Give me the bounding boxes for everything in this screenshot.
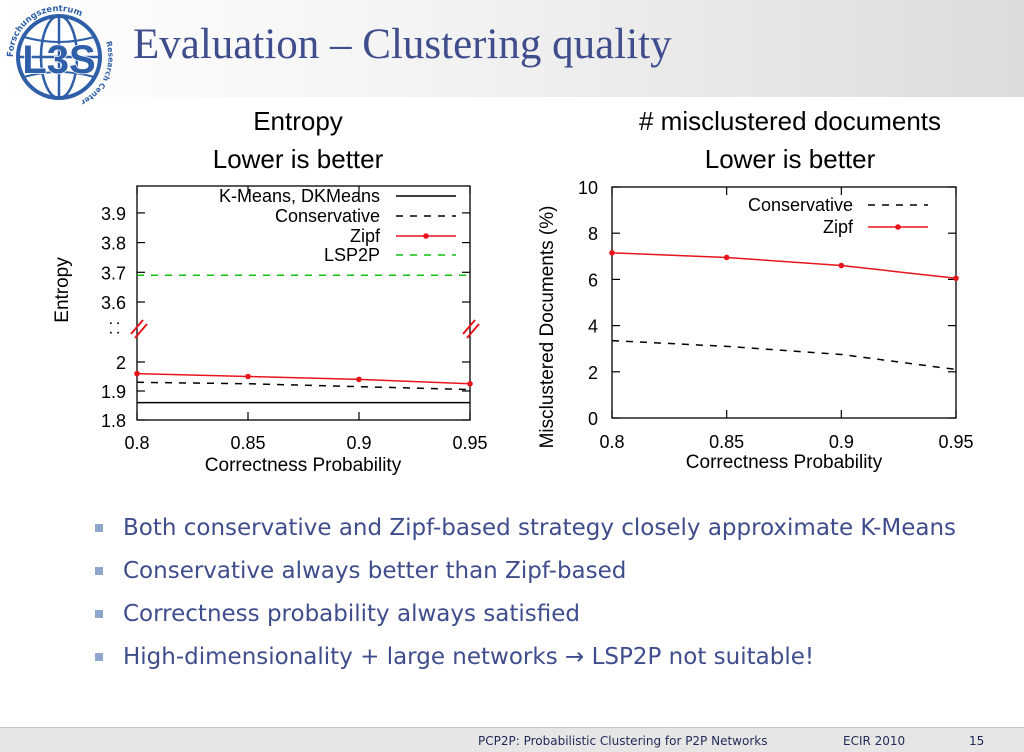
- misclustered-plot-frame: [611, 186, 957, 419]
- entropy-y-tick-label: 3.7: [101, 263, 126, 283]
- misclustered-x-tick-label: 0.95: [938, 432, 973, 452]
- bullet-text: Conservative always better than Zipf-bas…: [123, 558, 627, 584]
- misclustered-legend-conservative-label: Conservative: [748, 195, 853, 215]
- bullet-list: Both conservative and Zipf-based strateg…: [94, 510, 974, 682]
- bullet-square-icon: [95, 653, 103, 661]
- entropy-series-conservative-line: [136, 381, 471, 391]
- entropy-series-zipf-point: [245, 373, 251, 380]
- entropy-y-tick-label: 3.9: [101, 204, 126, 224]
- misclustered-series-zipf-line: [611, 252, 957, 279]
- entropy-chart-subtitle: Lower is better: [212, 144, 384, 174]
- misclustered-legend-zipf-label: Zipf: [823, 217, 854, 237]
- entropy-x-tick-label: 0.95: [452, 433, 487, 453]
- bullet-text: Correctness probability always satisfied: [123, 601, 580, 627]
- misclustered-x-tick-label: 0.8: [599, 432, 624, 452]
- entropy-x-axis-label: Correctness Probability: [205, 455, 402, 476]
- entropy-y-axis-label: Entropy: [52, 257, 73, 323]
- misclustered-chart-title: # misclustered documents: [638, 106, 942, 136]
- entropy-y-tick-label: 3.6: [101, 293, 126, 313]
- misclustered-chart-subtitle: Lower is better: [704, 144, 876, 174]
- misclustered-series-zipf-point: [838, 262, 845, 269]
- bullet-square-icon: [95, 524, 103, 532]
- misclustered-legend-zipf-point: [895, 224, 901, 230]
- footer-page-number: 15: [969, 734, 985, 748]
- bullet-item: Correctness probability always satisfied: [94, 596, 974, 632]
- misclustered-y-tick-label: 4: [588, 317, 598, 337]
- bullet-square-icon: [95, 610, 103, 618]
- footer-paper-title: PCP2P: Probabilistic Clustering for P2P …: [478, 734, 768, 748]
- charts-canvas: Entropy Correctness Probability : : 0.8 0…: [52, 178, 974, 476]
- bullet-item: Both conservative and Zipf-based strateg…: [94, 510, 974, 546]
- entropy-chart-heading: Entropy Lower is better: [148, 102, 448, 178]
- axis-break-left-icon: [130, 319, 148, 339]
- misclustered-y-axis-label: Misclustered Documents (%): [537, 206, 558, 449]
- entropy-axis-break-mark: : :: [106, 321, 125, 335]
- misclustered-y-tick-label: 8: [588, 224, 598, 244]
- misclustered-series-zipf-point: [723, 254, 730, 261]
- misclustered-chart: Misclustered Documents (%) Correctness P…: [537, 178, 974, 473]
- header-band: [0, 0, 1024, 97]
- footer: PCP2P: Probabilistic Clustering for P2P …: [0, 727, 1024, 752]
- entropy-chart: Entropy Correctness Probability : : 0.8 0…: [52, 185, 488, 476]
- entropy-legend-kmeans-label: K-Means, DKMeans: [219, 186, 380, 206]
- bullet-item: Conservative always better than Zipf-bas…: [94, 553, 974, 589]
- entropy-x-tick-label: 0.8: [124, 433, 149, 453]
- entropy-series-zipf-point: [134, 370, 140, 377]
- entropy-x-tick-label: 0.85: [230, 433, 265, 453]
- entropy-y-tick-label: 3.8: [101, 234, 126, 254]
- bullet-square-icon: [95, 567, 103, 575]
- entropy-series-zipf-point: [467, 380, 473, 387]
- misclustered-series-conservative-line: [611, 339, 957, 371]
- entropy-y-tick-label: 1.9: [101, 382, 126, 402]
- l3s-logo: L3S Forschungszentrum Research Center: [6, 4, 116, 106]
- misclustered-chart-heading: # misclustered documents Lower is better: [590, 102, 990, 178]
- misclustered-x-axis-label: Correctness Probability: [686, 452, 883, 473]
- axis-break-right-icon: [462, 319, 480, 339]
- bullet-item: High-dimensionality + large networks → L…: [94, 639, 974, 675]
- misclustered-series-zipf-point: [953, 275, 959, 282]
- entropy-chart-title: Entropy: [253, 106, 343, 136]
- bullet-text: High-dimensionality + large networks → L…: [123, 644, 815, 670]
- logo-l3s-text: L3S: [22, 38, 95, 82]
- misclustered-y-tick-label: 2: [588, 363, 598, 383]
- entropy-y-tick-label: 1.8: [101, 411, 126, 431]
- entropy-legend-zipf-label: Zipf: [350, 226, 381, 246]
- entropy-plot-frame: [136, 185, 471, 421]
- slide-title: Evaluation – Clustering quality: [133, 21, 672, 68]
- entropy-x-tick-label: 0.9: [346, 433, 371, 453]
- entropy-y-tick-label: 2: [116, 353, 126, 373]
- entropy-series-zipf-line: [136, 372, 471, 385]
- entropy-series-zipf-point: [356, 376, 362, 383]
- entropy-legend-zipf-point: [423, 233, 429, 239]
- misclustered-y-tick-label: 0: [588, 409, 598, 429]
- misclustered-x-tick-label: 0.9: [829, 432, 854, 452]
- misclustered-x-tick-label: 0.85: [709, 432, 744, 452]
- misclustered-y-tick-label: 6: [588, 270, 598, 290]
- misclustered-series-zipf-point: [609, 250, 615, 256]
- entropy-legend-conservative-label: Conservative: [275, 206, 380, 226]
- misclustered-y-tick-label: 10: [578, 178, 598, 198]
- bullet-text: Both conservative and Zipf-based strateg…: [123, 515, 957, 541]
- footer-venue: ECIR 2010: [843, 734, 906, 748]
- entropy-legend-lsp2p-label: LSP2P: [324, 245, 380, 265]
